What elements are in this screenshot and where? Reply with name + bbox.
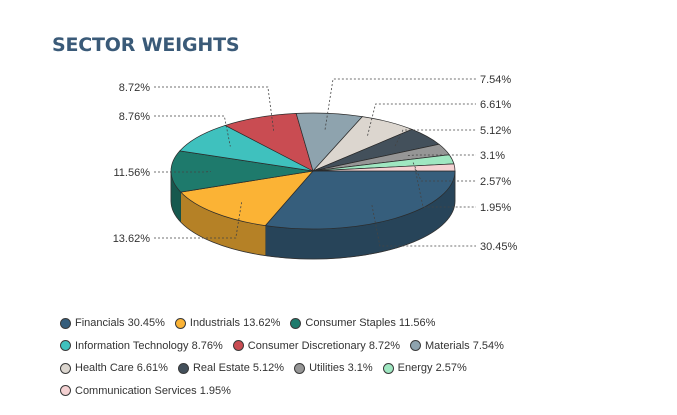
legend-swatch	[60, 362, 71, 374]
data-label: 2.57%	[480, 176, 511, 188]
legend-swatch	[174, 317, 186, 329]
legend-item-utilities[interactable]: Utilities 3.1%	[294, 362, 373, 374]
legend-swatch	[60, 340, 71, 352]
legend-item-consumer-discretionary[interactable]: Consumer Discretionary 8.72%	[232, 339, 401, 352]
pie-bottom-rim	[170, 200, 456, 260]
leader-line	[154, 86, 275, 133]
legend-label: Financials 30.45%	[75, 317, 165, 330]
leader-line	[367, 103, 476, 136]
legend-swatch	[410, 340, 422, 352]
legend-item-industrials[interactable]: Industrials 13.62%	[174, 317, 281, 330]
data-label: 7.54%	[480, 74, 511, 86]
data-label: 30.45%	[480, 241, 518, 253]
chart-title: SECTOR WEIGHTS	[52, 34, 240, 56]
pie-slice-financials[interactable]	[264, 170, 456, 230]
legend-item-consumer-staples[interactable]: Consumer Staples 11.56%	[290, 317, 435, 329]
legend-label: Health Care 6.61%	[75, 362, 168, 375]
legend-swatch	[177, 362, 189, 374]
data-label: 8.72%	[119, 82, 150, 94]
leader-line	[324, 78, 476, 130]
legend-item-communication-services[interactable]: Communication Services 1.95%	[60, 385, 231, 397]
data-label: 5.12%	[480, 125, 511, 137]
leader-line	[154, 170, 211, 173]
legend-swatch	[382, 362, 394, 374]
legend-label: Information Technology 8.76%	[75, 339, 223, 352]
legend-swatch	[60, 317, 71, 329]
legend-swatch	[232, 340, 244, 352]
leader-line	[154, 200, 243, 239]
pie-slice-industrials[interactable]	[180, 170, 314, 227]
pie-top-face	[170, 112, 456, 230]
legend-item-real-estate[interactable]: Real Estate 5.12%	[177, 362, 285, 375]
legend-label: Consumer Staples 11.56%	[305, 317, 436, 330]
legend-label: Real Estate 5.12%	[192, 362, 285, 375]
pie-slice-consumer-staples[interactable]	[170, 150, 314, 193]
legend-label: Industrials 13.62%	[189, 317, 281, 330]
data-label: 13.62%	[113, 233, 151, 245]
legend-item-health-care[interactable]: Health Care 6.61%	[60, 362, 168, 374]
data-label: 1.95%	[480, 202, 511, 214]
legend-label: Materials 7.54%	[425, 339, 504, 352]
legend-row: Financials 30.45% Industrials 13.62% Consu…	[60, 312, 620, 335]
legend-swatch	[60, 385, 71, 397]
legend-row: Communication Services 1.95%	[60, 380, 620, 403]
pie-chart: 8.72% 8.76% 11.56% 13.62% 7.54% 6.61% 5.12% 3.1…	[113, 74, 518, 260]
legend-label: Energy 2.57%	[397, 362, 467, 375]
legend-label: Utilities 3.1%	[309, 362, 373, 375]
leader-line	[412, 162, 476, 182]
leader-line	[394, 129, 476, 147]
leader-line	[414, 168, 476, 208]
legend-row: Health Care 6.61% Real Estate 5.12% Utilit…	[60, 357, 620, 380]
pie-labels: 8.72% 8.76% 11.56% 13.62% 7.54% 6.61% 5.12% 3.1…	[113, 74, 518, 253]
data-label: 3.1%	[480, 150, 505, 162]
legend-item-materials[interactable]: Materials 7.54%	[410, 340, 504, 352]
legend-swatch	[294, 362, 306, 374]
legend-swatch	[290, 317, 302, 329]
legend-label: Communication Services 1.95%	[75, 384, 231, 397]
legend: Financials 30.45% Industrials 13.62% Consu…	[60, 312, 620, 402]
pie-slice-communication-services[interactable]	[312, 163, 456, 172]
leader-line	[371, 205, 476, 247]
data-label: 8.76%	[119, 111, 150, 123]
legend-item-financials[interactable]: Financials 30.45%	[60, 317, 165, 329]
data-label: 11.56%	[114, 167, 151, 179]
legend-row: Information Technology 8.76% Consumer Dis…	[60, 335, 620, 358]
data-label: 6.61%	[480, 99, 511, 111]
legend-item-energy[interactable]: Energy 2.57%	[382, 362, 467, 375]
legend-label: Consumer Discretionary 8.72%	[247, 339, 401, 352]
legend-item-information-technology[interactable]: Information Technology 8.76%	[60, 340, 223, 352]
